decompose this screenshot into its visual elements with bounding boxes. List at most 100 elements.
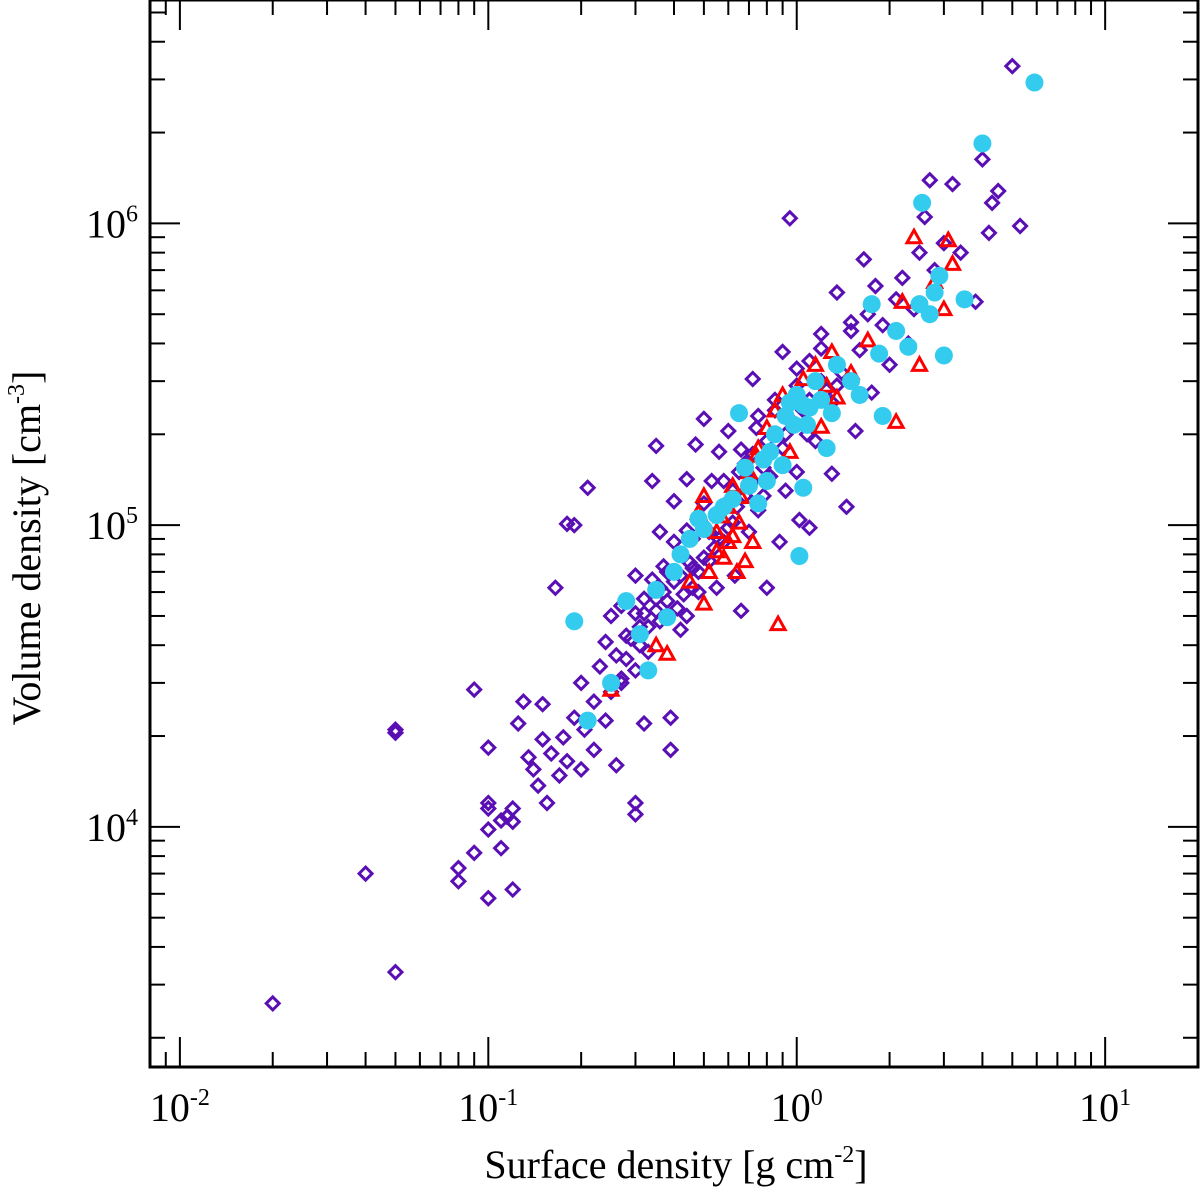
data-point-diamond <box>823 465 841 483</box>
data-point-triangle <box>714 547 734 565</box>
data-point-triangle <box>780 441 800 459</box>
data-point-diamond <box>788 360 806 378</box>
data-point-diamond <box>492 811 510 830</box>
y-axis-ticks: 104 105 106 <box>86 11 1198 1039</box>
data-point-diamond <box>386 963 405 981</box>
data-point-diamond <box>732 602 750 620</box>
data-point-triangle <box>735 550 755 569</box>
data-point-circle <box>757 472 776 491</box>
data-point-circle <box>798 415 817 434</box>
data-point-triangle <box>886 411 906 429</box>
data-point-diamond <box>264 994 282 1012</box>
data-point-diamond <box>654 557 673 575</box>
data-point-circle <box>973 134 992 153</box>
data-point-triangle <box>743 531 763 549</box>
data-point-circle <box>930 266 949 285</box>
data-point-diamond <box>812 325 830 343</box>
data-point-diamond <box>732 440 750 459</box>
data-point-triangle <box>680 571 700 589</box>
data-point-circle <box>817 439 836 458</box>
data-point-diamond <box>983 194 1001 212</box>
data-point-diamond <box>1003 57 1021 75</box>
data-point-diamond <box>534 730 552 748</box>
data-point-diamond <box>800 519 819 537</box>
data-point-diamond <box>509 714 527 733</box>
data-point-diamond <box>776 482 795 500</box>
data-point-diamond <box>596 711 615 730</box>
data-point-diamond <box>585 741 603 759</box>
data-point-diamond <box>935 234 953 252</box>
data-point-diamond <box>773 439 792 457</box>
data-point-diamond <box>479 799 497 818</box>
data-point-diamond <box>719 422 737 440</box>
data-point-diamond <box>492 839 510 857</box>
data-point-circle <box>827 355 846 374</box>
data-point-triangle <box>729 512 749 530</box>
data-point-diamond <box>558 752 576 770</box>
data-point-triangle <box>707 541 727 559</box>
data-point-diamond <box>678 607 696 625</box>
data-point-triangle <box>793 368 813 387</box>
data-point-diamond <box>514 693 533 711</box>
data-point-diamond <box>828 283 846 302</box>
data-point-circle <box>773 456 792 475</box>
data-point-diamond <box>880 356 899 374</box>
data-point-diamond <box>635 714 653 733</box>
data-point-circle <box>694 520 713 539</box>
data-point-circle <box>730 404 749 423</box>
data-point-circle <box>913 193 932 212</box>
data-point-diamond <box>973 150 992 168</box>
data-point-diamond <box>893 269 911 287</box>
data-point-diamond <box>695 410 713 428</box>
data-point-diamond <box>572 674 590 692</box>
y-axis-title: Volume density [cm-3] <box>4 371 49 726</box>
data-point-triangle <box>768 613 788 632</box>
data-point-diamond <box>529 776 547 795</box>
data-point-diamond <box>788 463 806 481</box>
data-point-circle <box>920 305 939 324</box>
data-point-circle <box>565 612 584 631</box>
data-point-circle <box>806 372 825 391</box>
data-point-triangle <box>657 643 677 661</box>
data-point-diamond <box>678 470 696 488</box>
data-point-diamond <box>626 567 645 585</box>
data-point-diamond <box>479 889 497 907</box>
data-point-diamond <box>758 579 776 597</box>
data-point-circle <box>665 562 683 581</box>
data-point-circle <box>639 661 658 680</box>
data-point-diamond <box>703 472 721 490</box>
data-point-diamond <box>631 636 649 654</box>
data-point-diamond <box>740 523 758 541</box>
data-point-triangle <box>909 354 930 372</box>
data-point-triangle <box>858 330 878 348</box>
data-point-diamond <box>647 602 665 620</box>
data-point-diamond <box>565 709 583 727</box>
points-layer <box>264 57 1044 1012</box>
data-point-diamond <box>524 760 543 779</box>
data-point-diamond <box>806 432 825 450</box>
data-point-diamond <box>591 657 609 676</box>
data-point-circle <box>671 545 690 564</box>
data-point-diamond <box>607 646 625 665</box>
data-point-diamond <box>596 633 615 651</box>
data-point-diamond <box>449 872 468 890</box>
data-point-circle <box>925 283 944 302</box>
data-point-triangle <box>707 521 727 539</box>
data-point-diamond <box>386 721 405 739</box>
data-point-triangle <box>727 561 747 579</box>
data-point-circle <box>736 458 755 477</box>
data-point-circle <box>794 396 813 415</box>
data-point-triangle <box>699 561 719 579</box>
data-point-diamond <box>565 516 583 534</box>
data-point-diamond <box>356 864 375 883</box>
data-point-circle <box>1025 73 1044 92</box>
data-point-diamond <box>635 590 653 608</box>
data-point-circle <box>617 592 636 611</box>
data-point-diamond <box>837 498 856 516</box>
data-point-diamond <box>855 250 873 268</box>
data-point-diamond <box>643 472 661 490</box>
data-point-triangle <box>892 291 912 309</box>
data-point-diamond <box>479 820 497 839</box>
data-point-circle <box>658 608 677 627</box>
